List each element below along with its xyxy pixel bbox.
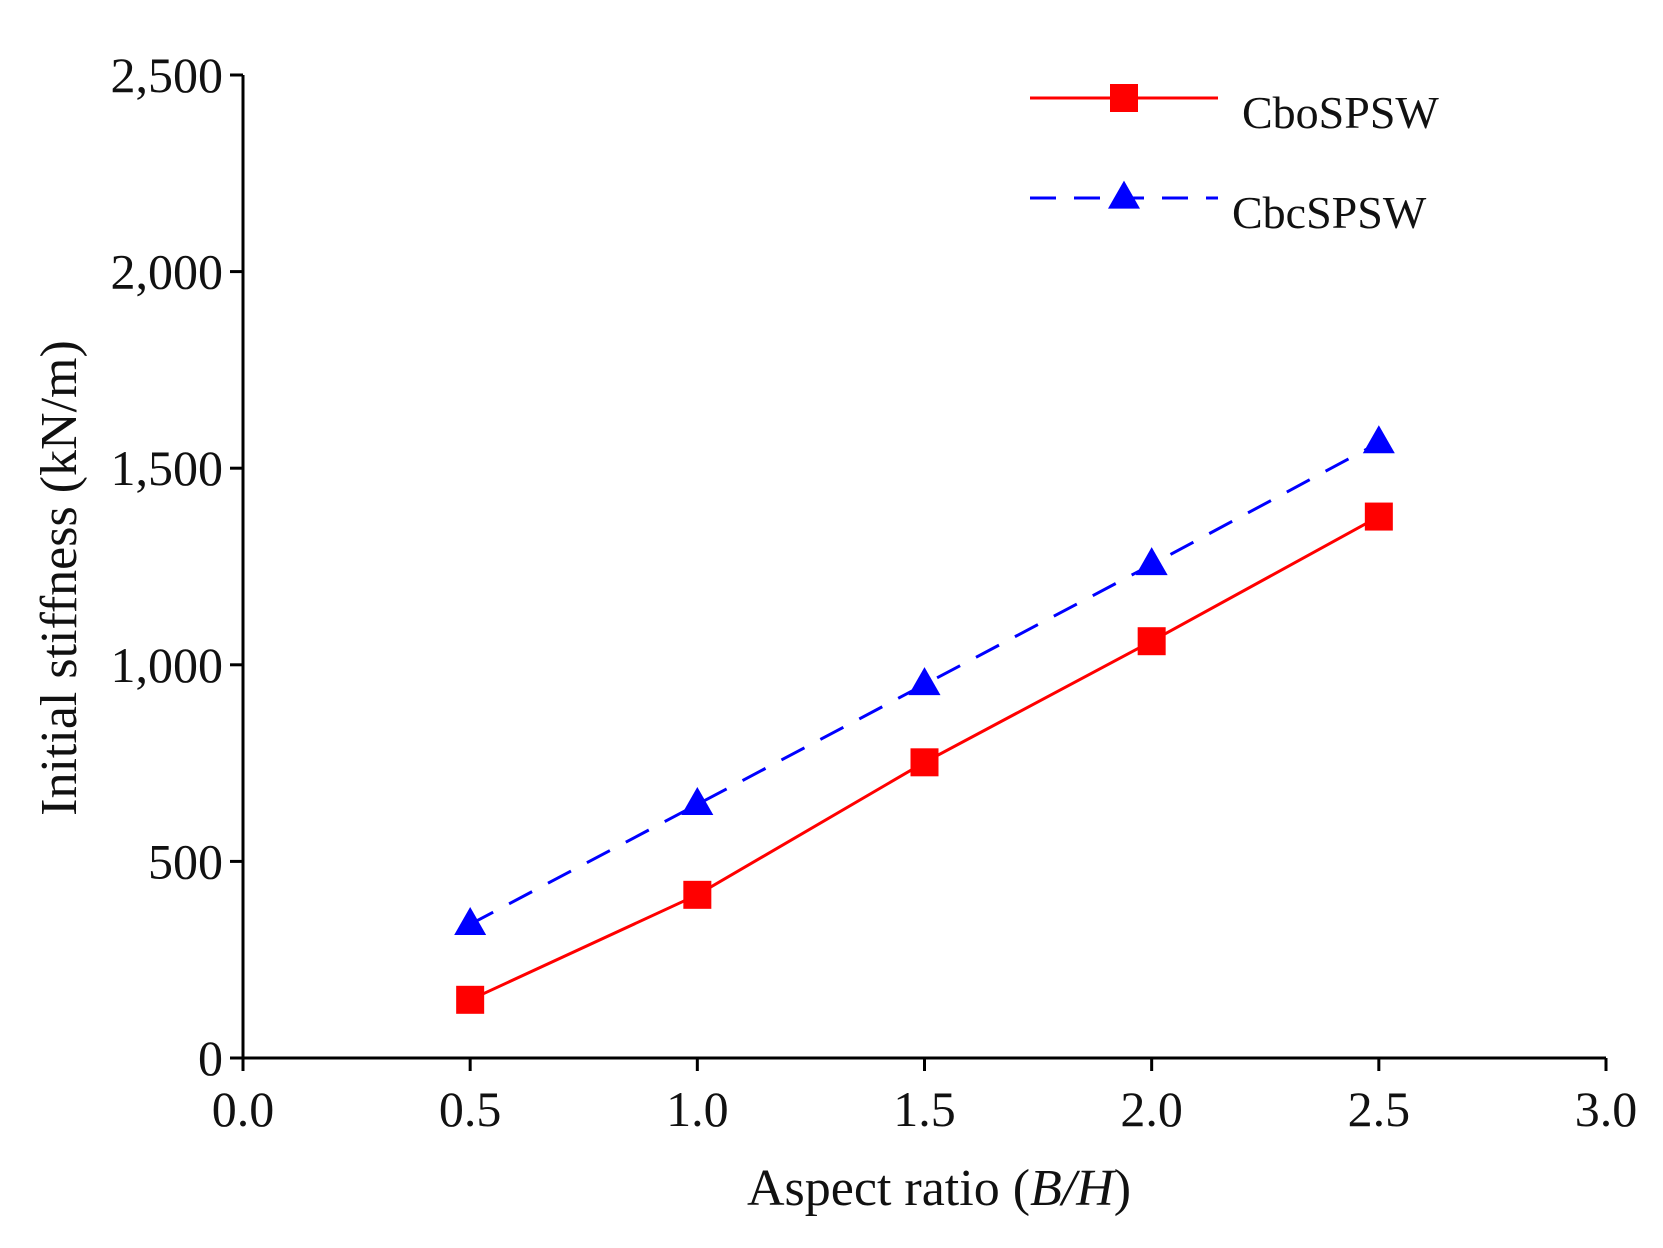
y-tick-label-4: 2,000 (111, 244, 224, 300)
series-CbcSPSW (454, 425, 1395, 935)
series-point-CbcSPSW-1 (681, 787, 714, 816)
y-tick-label-1: 500 (148, 833, 223, 889)
series-point-CboSPSW-3 (1137, 627, 1166, 656)
legend-marker-CboSPSW (1110, 84, 1138, 112)
series-point-CboSPSW-2 (910, 748, 939, 777)
y-tick-label-5: 2,500 (111, 47, 224, 103)
series-point-CboSPSW-0 (456, 985, 485, 1014)
series-point-CbcSPSW-2 (908, 667, 941, 696)
series-layer (454, 425, 1395, 1014)
x-tick-label-2: 1.0 (666, 1081, 729, 1137)
x-axis-title: Aspect ratio (B/H) (747, 1160, 1131, 1217)
x-tick-label-6: 3.0 (1575, 1081, 1638, 1137)
legend-label-CbcSPSW: CbcSPSW (1232, 187, 1427, 238)
series-point-CbcSPSW-0 (454, 906, 487, 935)
legend: CboSPSW CbcSPSW (1030, 84, 1439, 238)
series-line-CbcSPSW (469, 441, 1380, 926)
y-tick-label-2: 1,000 (111, 637, 224, 693)
x-axis-title-italic: B/H (1030, 1160, 1116, 1217)
series-point-CbcSPSW-3 (1135, 547, 1168, 576)
series-point-CbcSPSW-4 (1362, 425, 1395, 454)
ticks: 0.0 0.5 1.0 1.5 2.0 2.5 3.0 0 500 1,000 1,500 2,000… (111, 47, 1638, 1137)
legend-label-CboSPSW: CboSPSW (1242, 87, 1439, 138)
x-tick-label-1: 0.5 (439, 1081, 502, 1137)
legend-marker-CbcSPSW (1108, 180, 1140, 209)
x-axis-title-prefix: Aspect ratio ( (747, 1160, 1030, 1217)
x-tick-label-5: 2.5 (1348, 1081, 1411, 1137)
x-tick-label-0: 0.0 (212, 1081, 275, 1137)
y-tick-label-0: 0 (198, 1030, 223, 1086)
x-tick-label-3: 1.5 (893, 1081, 956, 1137)
x-tick-label-4: 2.0 (1120, 1081, 1183, 1137)
y-tick-label-3: 1,500 (111, 440, 224, 496)
series-point-CboSPSW-4 (1364, 502, 1393, 531)
series-CboSPSW (456, 502, 1393, 1014)
series-point-CboSPSW-1 (683, 880, 712, 909)
x-axis-title-suffix: ) (1114, 1160, 1131, 1217)
y-axis-title: Initial stiffness (kN/m) (31, 340, 88, 816)
